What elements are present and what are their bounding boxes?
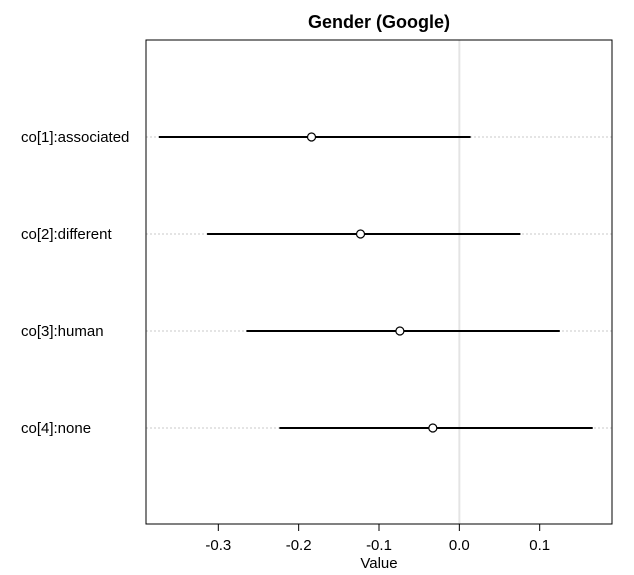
x-tick-label: 0.1 — [529, 537, 550, 554]
category-label: co[2]:different — [21, 226, 112, 243]
estimate-point — [428, 423, 438, 433]
x-tick-label: -0.2 — [286, 537, 312, 554]
category-label: co[3]:human — [21, 323, 104, 340]
estimate-point — [395, 326, 405, 336]
plot-frame — [145, 39, 613, 525]
chart-title: Gender (Google) — [308, 12, 450, 32]
category-label: co[1]:associated — [21, 129, 129, 146]
category-label: co[4]:none — [21, 420, 91, 437]
x-axis-label: Value — [360, 555, 397, 572]
plot-area — [146, 40, 612, 524]
x-tick-label: 0.0 — [449, 537, 470, 554]
x-tick-label: -0.1 — [366, 537, 392, 554]
x-tick-label: -0.3 — [205, 537, 231, 554]
x-axis: -0.3 -0.2 -0.1 0.0 0.1 — [205, 524, 550, 554]
estimate-point — [355, 229, 366, 239]
estimate-point — [306, 132, 317, 142]
category-labels: co[1]:associated co[2]:different co[3]:hum… — [21, 129, 129, 437]
